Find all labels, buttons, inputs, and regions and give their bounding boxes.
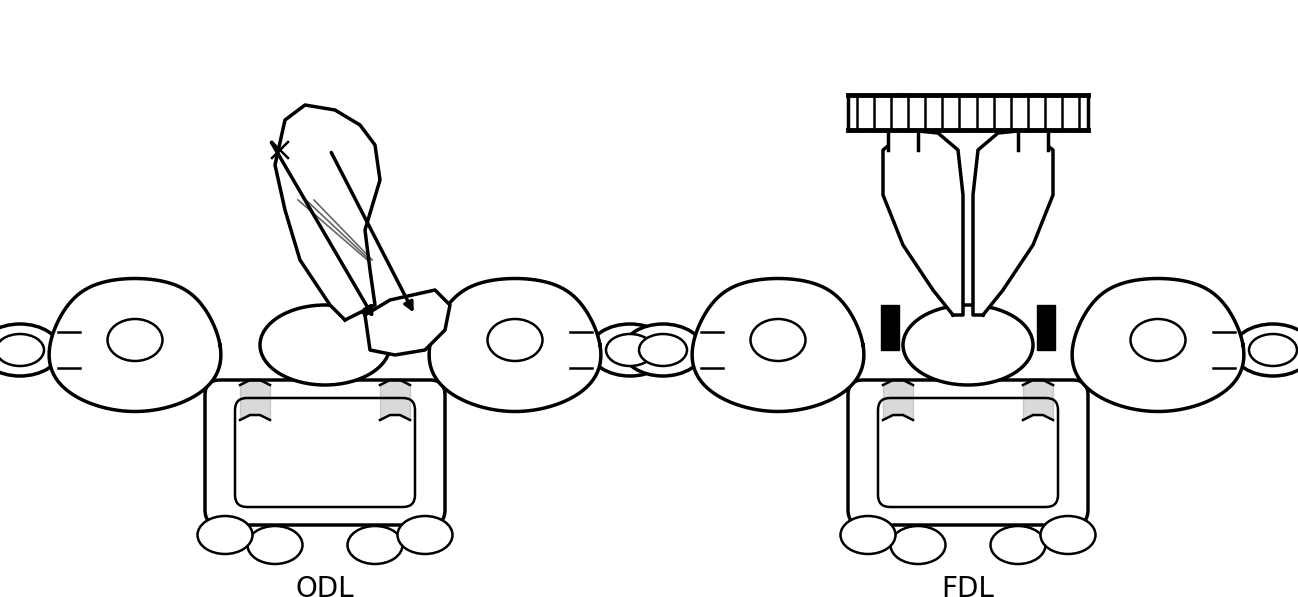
Polygon shape [1072, 279, 1243, 411]
Ellipse shape [623, 324, 704, 376]
Ellipse shape [0, 324, 60, 376]
Polygon shape [883, 130, 963, 315]
Ellipse shape [108, 319, 162, 361]
FancyBboxPatch shape [848, 380, 1088, 525]
FancyBboxPatch shape [235, 398, 415, 507]
Ellipse shape [990, 526, 1045, 564]
Polygon shape [848, 95, 1088, 130]
Bar [1037, 305, 1055, 350]
Ellipse shape [841, 516, 896, 554]
Ellipse shape [397, 516, 453, 554]
Ellipse shape [639, 334, 687, 366]
Polygon shape [974, 130, 1053, 315]
Polygon shape [365, 290, 450, 355]
FancyBboxPatch shape [877, 398, 1058, 507]
Polygon shape [692, 279, 864, 411]
Ellipse shape [1233, 324, 1298, 376]
Ellipse shape [488, 319, 543, 361]
Ellipse shape [875, 95, 931, 135]
Ellipse shape [1041, 516, 1096, 554]
Ellipse shape [260, 305, 389, 385]
Ellipse shape [903, 305, 1033, 385]
Bar [881, 305, 900, 350]
Ellipse shape [606, 334, 654, 366]
Ellipse shape [0, 334, 44, 366]
Ellipse shape [1006, 95, 1060, 135]
Ellipse shape [248, 526, 302, 564]
Ellipse shape [197, 516, 253, 554]
Polygon shape [430, 279, 601, 411]
Polygon shape [49, 279, 221, 411]
Text: ODL: ODL [296, 575, 354, 597]
FancyBboxPatch shape [205, 380, 445, 525]
Ellipse shape [348, 526, 402, 564]
Ellipse shape [1131, 319, 1185, 361]
Polygon shape [275, 105, 380, 320]
Ellipse shape [591, 324, 670, 376]
Ellipse shape [1249, 334, 1297, 366]
Ellipse shape [890, 526, 945, 564]
Text: FDL: FDL [941, 575, 994, 597]
Ellipse shape [750, 319, 806, 361]
